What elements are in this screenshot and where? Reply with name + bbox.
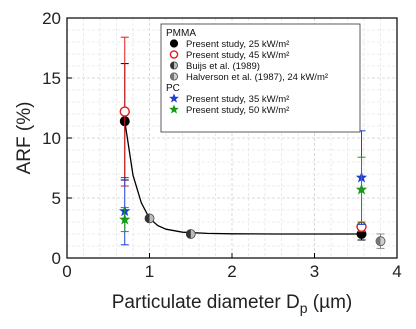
- series-4: [119, 130, 368, 246]
- data-point: [185, 229, 196, 239]
- x-axis-title-subscript: p: [300, 300, 308, 316]
- axis-ticks: 0 1 2 3 4 0 5 10 15 20: [42, 9, 402, 281]
- y-tick-label: 15: [42, 69, 61, 88]
- legend-marker: [169, 39, 179, 48]
- data-point-half: [186, 229, 191, 239]
- legend-entry: Halverson et al. (1987), 24 kW/m²: [186, 72, 328, 83]
- y-tick-label: 0: [52, 249, 61, 268]
- data-point: [355, 183, 368, 195]
- legend-marker: [169, 93, 179, 103]
- series-3: [375, 233, 386, 249]
- legend-entry: Present study, 25 kW/m²: [186, 39, 289, 50]
- x-tick-label: 2: [227, 262, 236, 281]
- legend-entry: Present study, 35 kW/m²: [186, 94, 289, 105]
- fit-curve: [124, 121, 362, 235]
- x-tick-label: 4: [392, 262, 401, 281]
- series-5: [119, 156, 368, 233]
- legend-group-title: PC: [166, 83, 180, 94]
- series-2: [144, 213, 196, 239]
- data-point: [144, 213, 155, 224]
- legend-entry: Present study, 45 kW/m²: [186, 50, 289, 61]
- data-point-half: [145, 213, 150, 223]
- y-tick-label: 20: [42, 9, 61, 28]
- data-marks: [119, 36, 386, 249]
- legend-marker-half: [170, 72, 174, 81]
- y-axis-title: ARF (%): [14, 102, 35, 175]
- x-tick-label: 3: [310, 262, 319, 281]
- x-axis-title-main: Particulate diameter D: [112, 292, 300, 313]
- data-point-half: [376, 236, 381, 246]
- legend-entry: Buijs et al. (1989): [186, 61, 260, 72]
- legend-marker: [169, 72, 178, 81]
- data-point: [119, 213, 131, 225]
- legend-marker: [169, 104, 179, 114]
- x-axis-title: Particulate diameter Dp (µm): [112, 292, 352, 316]
- legend-marker: [169, 50, 179, 59]
- legend-box: [160, 23, 361, 133]
- legend-marker-half: [170, 61, 174, 70]
- x-axis-title-unit: (µm): [308, 292, 353, 313]
- legend-entry: Present study, 50 kW/m²: [186, 105, 289, 116]
- data-point: [119, 106, 130, 117]
- y-tick-label: 5: [52, 189, 61, 208]
- legend-marker: [169, 61, 178, 70]
- y-tick-label: 10: [42, 129, 61, 148]
- legend-group-title: PMMA: [166, 28, 196, 39]
- x-tick-label: 0: [62, 262, 71, 281]
- data-point: [375, 236, 386, 247]
- x-tick-label: 1: [145, 262, 154, 281]
- fit-curve-group: [124, 121, 362, 235]
